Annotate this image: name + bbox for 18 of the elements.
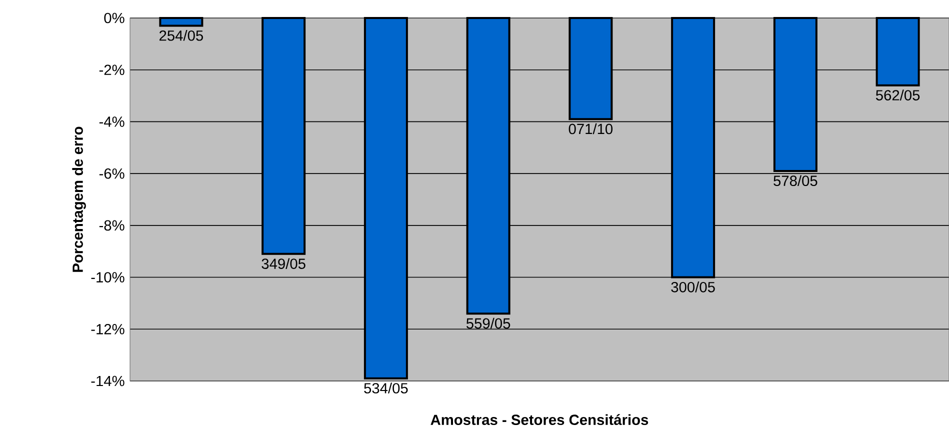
annotation: 559/05 — [466, 318, 510, 329]
y-tick-label: -6% — [99, 168, 124, 179]
y-tick-label: 0% — [104, 12, 124, 24]
text: 534/05 — [364, 382, 408, 394]
y-tick-label: -12% — [91, 324, 124, 334]
x-axis-title: Amostras - Setores Censitários — [430, 414, 648, 426]
annotation: 578/05 — [774, 175, 818, 186]
annotation: 562/05 — [876, 90, 920, 100]
y-tick-label: -14% — [91, 376, 124, 386]
y-tick-label: -2% — [99, 64, 124, 76]
y-tick-label: -8% — [99, 220, 124, 231]
y-tick-label: -4% — [99, 116, 124, 127]
y-tick-label: -10% — [91, 272, 124, 282]
annotation: 349/05 — [262, 258, 306, 269]
y-axis-title: Porcentagem de erro — [72, 126, 86, 272]
annotation: 300/05 — [671, 282, 715, 292]
annotation: 071/10 — [568, 123, 613, 134]
annotation: 254/05 — [160, 30, 203, 41]
